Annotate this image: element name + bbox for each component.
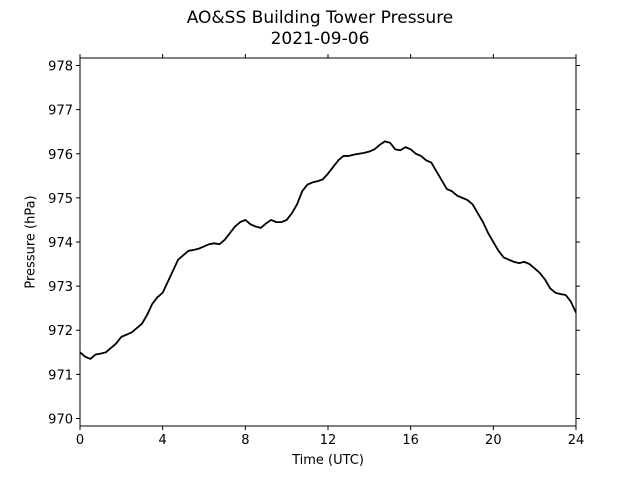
x-tick-label: 16 (402, 433, 419, 448)
chart-title: AO&SS Building Tower Pressure (186, 8, 454, 28)
y-tick-label: 971 (48, 368, 73, 383)
y-tick-label: 977 (48, 104, 73, 119)
y-tick-label: 974 (48, 236, 73, 251)
y-tick-label: 973 (48, 280, 73, 295)
x-tick-label: 12 (320, 433, 337, 448)
x-tick-label: 24 (568, 433, 585, 448)
x-tick-label: 0 (76, 433, 84, 448)
x-axis-label: Time (UTC) (292, 453, 364, 468)
ticks-layer (76, 54, 580, 430)
y-tick-label: 975 (48, 192, 73, 207)
y-tick-label: 976 (48, 148, 73, 163)
pressure-series-line (79, 140, 577, 360)
tick-labels-layer: 0 4 8 12 16 20 24 970 971 972 973 974 975 976 977 978 (48, 60, 584, 448)
y-tick-label: 970 (48, 412, 73, 427)
y-tick-label: 978 (48, 60, 73, 75)
chart-subtitle: 2021-09-06 (270, 29, 370, 49)
y-axis-label: Pressure (hPa) (23, 195, 39, 289)
axes-frame (79, 57, 577, 427)
y-tick-label: 972 (48, 324, 73, 339)
x-tick-label: 4 (159, 433, 167, 448)
x-tick-label: 8 (241, 433, 249, 448)
x-tick-label: 20 (485, 433, 502, 448)
